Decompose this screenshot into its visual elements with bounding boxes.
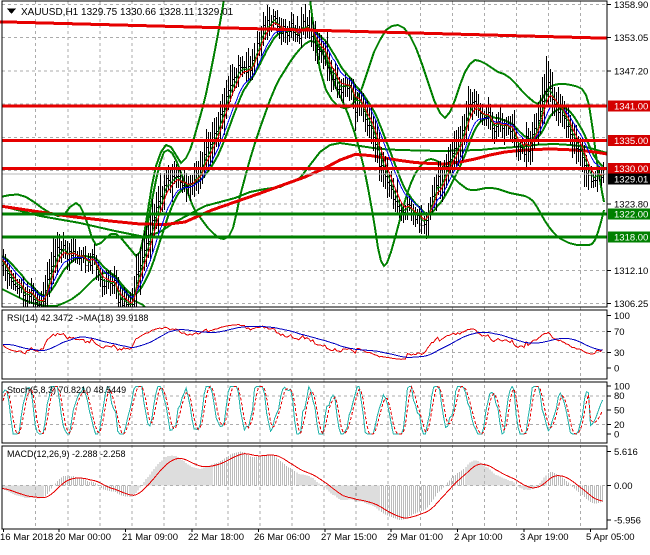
svg-text:16 Mar 2018: 16 Mar 2018	[0, 532, 53, 543]
svg-text:50: 50	[614, 406, 625, 417]
svg-text:1341.00: 1341.00	[614, 102, 648, 113]
svg-text:0: 0	[614, 364, 619, 375]
svg-text:20 Mar 00:00: 20 Mar 00:00	[55, 532, 111, 543]
svg-text:20: 20	[614, 420, 625, 431]
svg-text:80: 80	[614, 391, 625, 402]
svg-text:0: 0	[614, 430, 619, 441]
svg-text:Stoch(5,8,3) 70.8210 48.5449: Stoch(5,8,3) 70.8210 48.5449	[7, 385, 126, 395]
svg-text:XAUUSD,H1 1329.75 1330.66 132: XAUUSD,H1 1329.75 1330.66 1328.11 1329.0…	[21, 7, 234, 18]
svg-text:5 Apr 05:00: 5 Apr 05:00	[586, 532, 635, 543]
svg-text:100: 100	[614, 311, 630, 322]
svg-text:1335.00: 1335.00	[614, 136, 648, 147]
svg-text:30: 30	[614, 348, 625, 359]
svg-text:27 Mar 15:00: 27 Mar 15:00	[321, 532, 377, 543]
svg-text:100: 100	[614, 382, 630, 393]
svg-text:70: 70	[614, 327, 625, 338]
svg-text:2 Apr 10:00: 2 Apr 10:00	[454, 532, 503, 543]
svg-text:MACD(12,26,9) -2.288 -2.258: MACD(12,26,9) -2.288 -2.258	[7, 449, 126, 459]
svg-text:3 Apr 19:00: 3 Apr 19:00	[520, 532, 569, 543]
svg-text:1322.00: 1322.00	[614, 210, 648, 221]
svg-text:RSI(14) 42.3472 ->MA(18) 39.9: RSI(14) 42.3472 ->MA(18) 39.9188	[7, 313, 148, 323]
svg-text:1306.25: 1306.25	[614, 299, 648, 310]
svg-text:1318.00: 1318.00	[614, 232, 648, 243]
svg-text:0.00: 0.00	[614, 481, 633, 492]
svg-text:29 Mar 01:00: 29 Mar 01:00	[387, 532, 443, 543]
svg-text:1358.90: 1358.90	[614, 0, 648, 11]
svg-text:22 Mar 18:00: 22 Mar 18:00	[188, 532, 244, 543]
svg-text:5.616: 5.616	[614, 447, 638, 458]
svg-text:1347.20: 1347.20	[614, 67, 648, 78]
svg-text:1330.00: 1330.00	[614, 164, 648, 175]
svg-text:1329.01: 1329.01	[614, 175, 648, 186]
svg-text:1353.05: 1353.05	[614, 33, 648, 44]
svg-text:26 Mar 06:00: 26 Mar 06:00	[254, 532, 310, 543]
svg-text:1312.10: 1312.10	[614, 266, 648, 277]
svg-text:21 Mar 09:00: 21 Mar 09:00	[122, 532, 178, 543]
svg-text:1323.80: 1323.80	[614, 199, 648, 210]
svg-text:-5.956: -5.956	[614, 516, 641, 527]
